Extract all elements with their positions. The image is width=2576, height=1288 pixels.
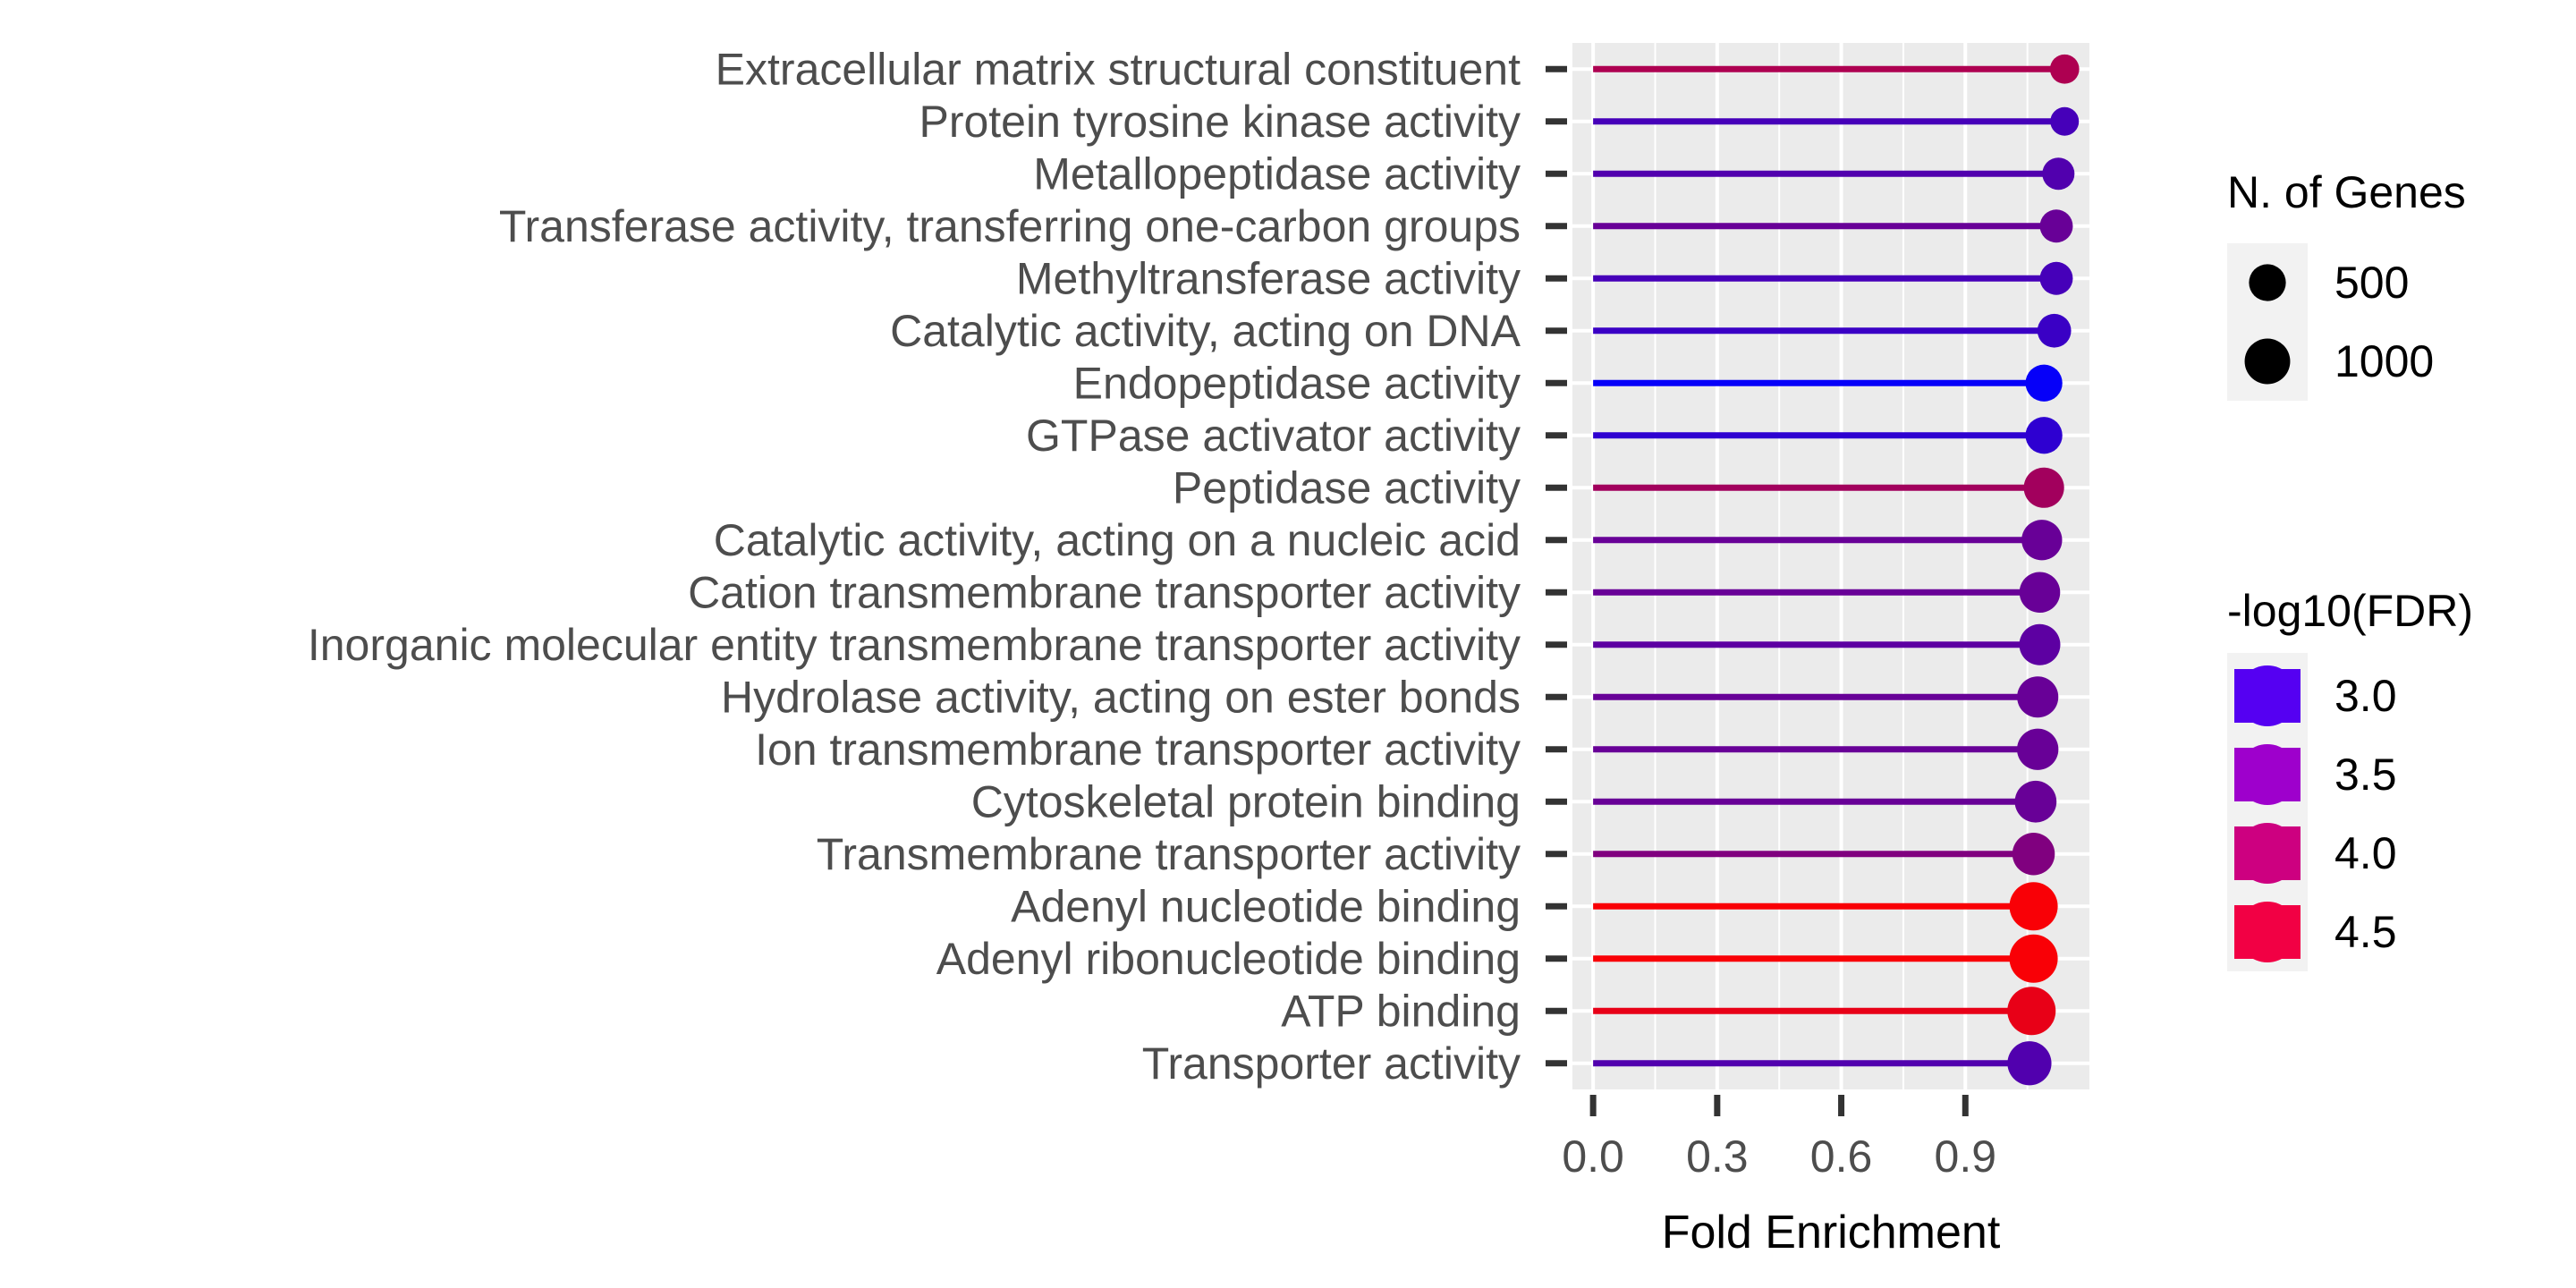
category-label-1: Protein tyrosine kinase activity (919, 97, 1521, 147)
x-tick-label-0: 0.0 (1562, 1131, 1624, 1182)
category-label-13: Ion transmembrane transporter activity (755, 724, 1521, 775)
lollipop-points (2007, 54, 2080, 1086)
category-label-4: Methyltransferase activity (1016, 253, 1521, 303)
category-label-6: Endopeptidase activity (1073, 358, 1521, 408)
category-label-2: Metallopeptidase activity (1033, 148, 1521, 199)
x-axis: 0.0 0.3 0.6 0.9 (1562, 1095, 1996, 1182)
size-legend-label-1: 1000 (2334, 336, 2434, 386)
point-14 (2014, 780, 2057, 823)
point-9 (2021, 520, 2063, 561)
lollipop-stems (1593, 65, 2065, 1067)
category-label-9: Catalytic activity, acting on a nucleic … (714, 515, 1521, 565)
size-legend-key-0 (2249, 264, 2286, 301)
color-legend-label-0: 3.0 (2334, 671, 2397, 721)
color-legend-label-2: 4.0 (2334, 828, 2397, 878)
category-label-16: Adenyl nucleotide binding (1011, 881, 1521, 931)
size-legend-title: N. of Genes (2227, 167, 2466, 217)
color-legend-key-0 (2237, 665, 2298, 726)
color-legend-key-1 (2237, 744, 2298, 805)
point-17 (2009, 934, 2058, 983)
plot-panel (1572, 43, 2089, 1089)
point-4 (2039, 261, 2073, 295)
point-13 (2017, 728, 2059, 770)
category-label-3: Transferase activity, transferring one-c… (499, 201, 1521, 251)
point-10 (2019, 572, 2061, 614)
category-label-15: Transmembrane transporter activity (817, 829, 1521, 879)
category-label-5: Catalytic activity, acting on DNA (890, 306, 1521, 356)
point-8 (2023, 467, 2064, 508)
point-6 (2025, 364, 2063, 402)
size-legend-key-1 (2244, 338, 2291, 385)
size-legend-label-0: 500 (2334, 258, 2409, 308)
point-16 (2009, 882, 2058, 931)
color-legend: -log10(FDR) 3.0 3.5 4.0 4.5 (2227, 586, 2473, 971)
category-label-10: Cation transmembrane transporter activit… (688, 567, 1521, 617)
category-label-18: ATP binding (1281, 986, 1521, 1036)
x-tick-label-1: 0.3 (1686, 1131, 1749, 1182)
category-label-0: Extracellular matrix structural constitu… (716, 44, 1521, 94)
point-1 (2050, 106, 2080, 136)
point-3 (2039, 209, 2073, 243)
x-tick-label-3: 0.9 (1935, 1131, 1997, 1182)
x-axis-title: Fold Enrichment (1662, 1207, 2001, 1258)
category-label-12: Hydrolase activity, acting on ester bond… (721, 672, 1521, 722)
color-legend-label-3: 4.5 (2334, 907, 2397, 957)
category-label-19: Transporter activity (1142, 1038, 1521, 1089)
category-label-17: Adenyl ribonucleotide binding (936, 934, 1521, 984)
color-legend-title: -log10(FDR) (2227, 586, 2473, 636)
category-label-11: Inorganic molecular entity transmembrane… (308, 620, 1521, 670)
point-12 (2017, 676, 2059, 718)
color-legend-key-2 (2237, 823, 2298, 884)
point-15 (2012, 833, 2055, 876)
category-label-7: GTPase activator activity (1026, 411, 1521, 461)
color-legend-label-1: 3.5 (2334, 750, 2397, 800)
size-legend: N. of Genes 500 1000 (2227, 167, 2466, 401)
color-legend-key-3 (2237, 902, 2298, 962)
point-5 (2037, 313, 2072, 348)
point-11 (2019, 623, 2061, 665)
y-axis: Extracellular matrix structural constitu… (308, 44, 1567, 1089)
point-19 (2007, 1041, 2052, 1086)
point-18 (2007, 987, 2056, 1036)
point-2 (2042, 157, 2075, 191)
category-label-14: Cytoskeletal protein binding (971, 776, 1521, 826)
point-7 (2025, 417, 2063, 454)
point-0 (2049, 54, 2080, 84)
category-label-8: Peptidase activity (1173, 462, 1521, 513)
x-tick-label-2: 0.6 (1810, 1131, 1873, 1182)
